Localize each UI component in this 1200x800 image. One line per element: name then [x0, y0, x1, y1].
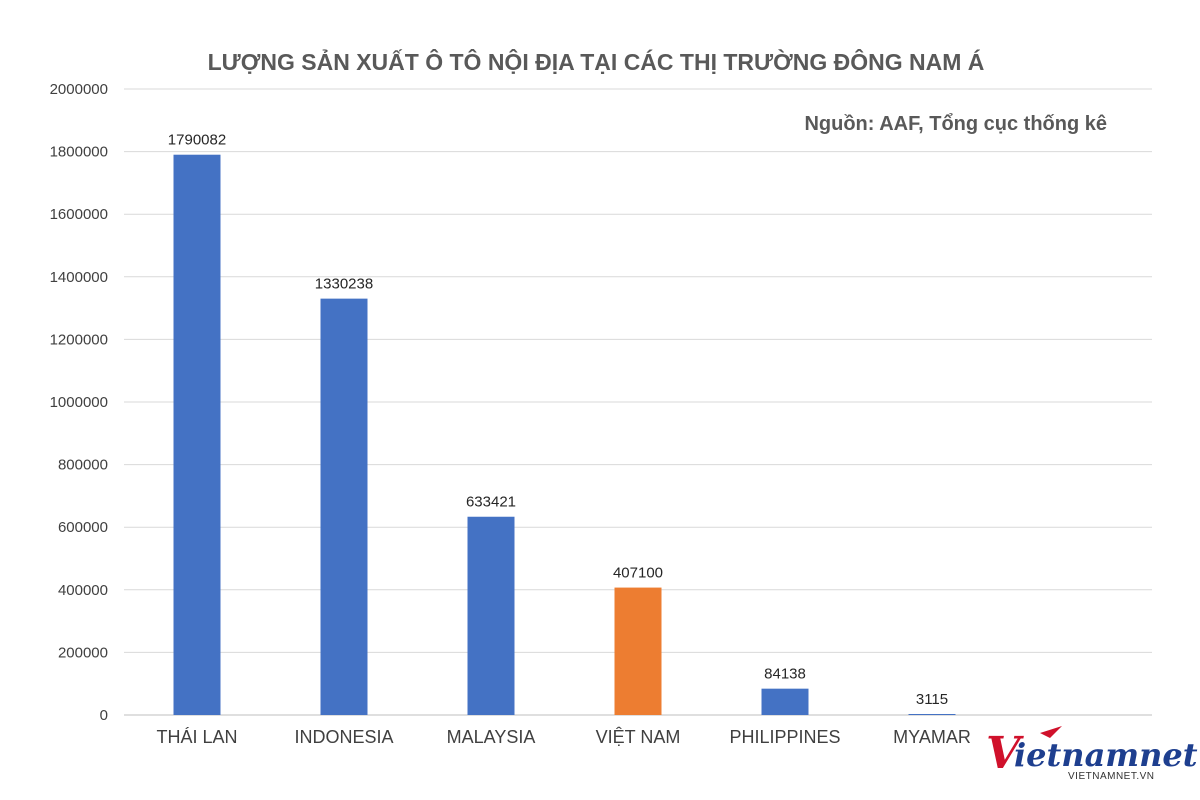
category-label: VIỆT NAM	[596, 727, 681, 747]
logo-wordmark: ietnamnet	[1014, 736, 1198, 774]
y-tick-label: 0	[100, 707, 108, 724]
data-label: 84138	[764, 666, 806, 683]
data-label: 407100	[613, 565, 663, 582]
data-label: 1330238	[315, 276, 373, 293]
y-tick-label: 800000	[58, 457, 108, 474]
category-labels: THÁI LAN INDONESIA MALAYSIA VIỆT NAM PHILIPP…	[156, 727, 970, 747]
category-label: INDONESIA	[294, 727, 393, 747]
y-tick-label: 1400000	[50, 269, 108, 286]
category-label: MALAYSIA	[447, 727, 536, 747]
data-label: 633421	[466, 494, 516, 511]
bar	[908, 714, 956, 715]
y-tick-label: 200000	[58, 644, 108, 661]
y-tick-label: 1200000	[50, 331, 108, 348]
chart-title: LƯỢNG SẢN XUẤT Ô TÔ NỘI ĐỊA TẠI CÁC THỊ …	[208, 47, 985, 75]
gridlines	[124, 88, 1152, 716]
y-tick-label: 2000000	[50, 81, 108, 98]
data-labels: 1790082 1330238 633421 407100 84138 3115	[168, 132, 948, 708]
bar	[614, 587, 662, 715]
data-label: 3115	[916, 691, 948, 708]
source-note: Nguồn: AAF, Tổng cục thống kê	[804, 113, 1107, 135]
y-tick-label: 1000000	[50, 394, 108, 411]
category-label: THÁI LAN	[156, 727, 237, 747]
logo-url: VIETNAMNET.VN	[1068, 771, 1155, 782]
logo-wordmark-v: V	[986, 728, 1024, 779]
bar	[467, 516, 515, 715]
y-tick-label: 600000	[58, 519, 108, 536]
category-label: MYAMAR	[893, 727, 971, 747]
y-tick-label: 1600000	[50, 206, 108, 223]
logo-swoosh-icon	[1040, 726, 1062, 738]
bar	[320, 298, 368, 715]
vietnamnet-logo: V ietnamnet VIETNAMNET.VN	[986, 726, 1198, 782]
bar	[761, 688, 809, 715]
data-label: 1790082	[168, 132, 226, 149]
bar	[173, 154, 221, 715]
category-label: PHILIPPINES	[729, 727, 840, 747]
bars	[173, 154, 956, 715]
y-axis-ticks: 0 200000 400000 600000 800000 1000000 1200000 1…	[50, 81, 108, 724]
y-tick-label: 400000	[58, 582, 108, 599]
y-tick-label: 1800000	[50, 144, 108, 161]
